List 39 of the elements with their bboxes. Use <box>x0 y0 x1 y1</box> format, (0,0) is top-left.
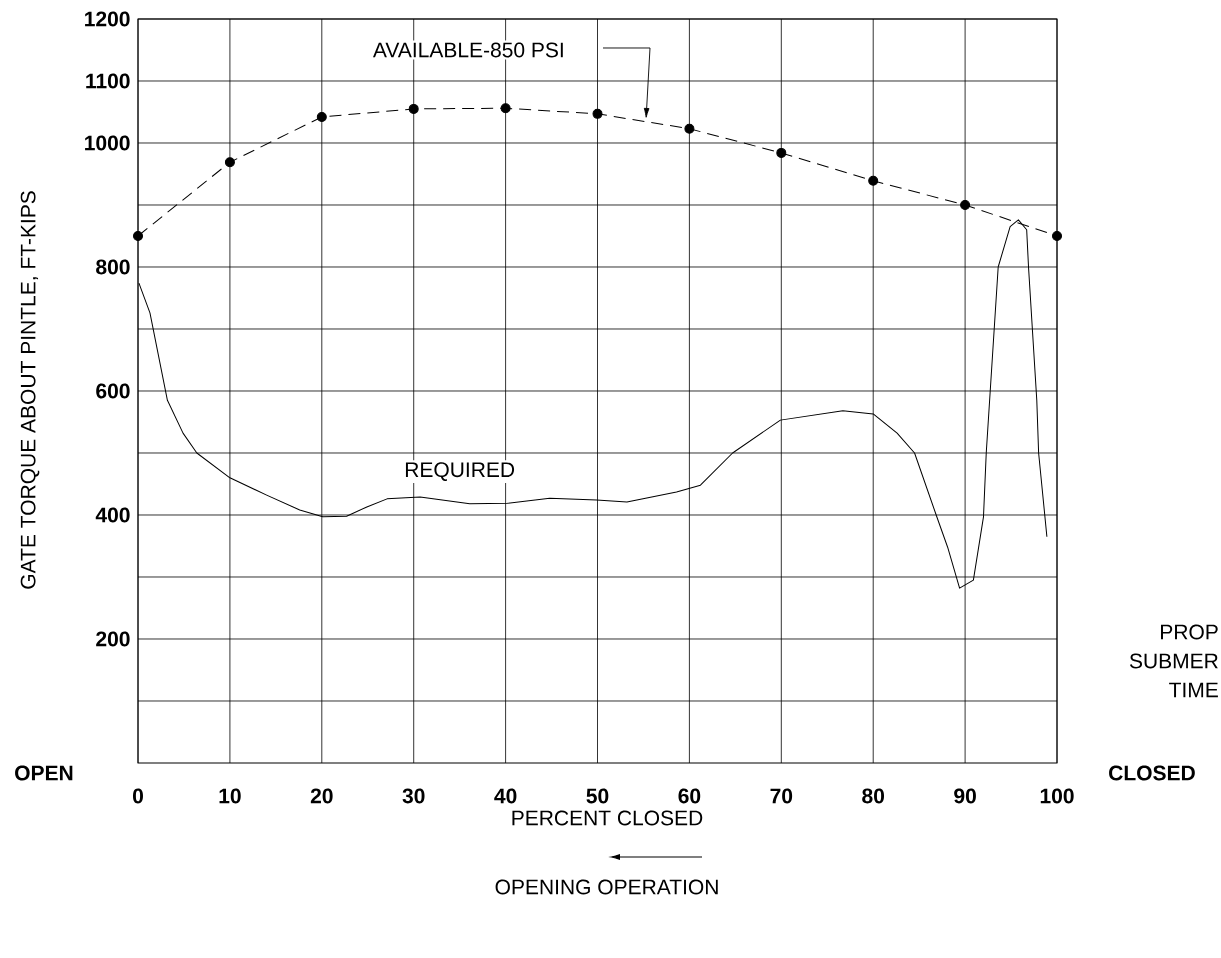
point <box>224 157 235 168</box>
text: OPEN <box>15 765 73 781</box>
point <box>684 123 695 134</box>
point <box>1052 230 1062 241</box>
y-tick-label: 1000 <box>85 135 130 151</box>
y-tick-label: 600 <box>96 383 130 399</box>
y-tick-label: 1100 <box>86 73 130 89</box>
x-tick-label: 0 <box>133 788 143 804</box>
text: AVAILABLE-850 PSI <box>372 42 563 58</box>
x-tick-label: 30 <box>402 788 425 804</box>
x-tick-label: 50 <box>586 788 609 804</box>
point <box>316 111 327 122</box>
point <box>776 147 787 158</box>
x-tick-label: 20 <box>310 788 333 804</box>
series-label: REQUIRED <box>405 462 515 481</box>
text: SUBMER <box>1129 653 1218 669</box>
text: OPENING OPERATION <box>495 879 718 895</box>
x-tick-label: 80 <box>862 788 885 804</box>
point <box>408 103 419 114</box>
point <box>868 175 879 186</box>
point <box>592 108 603 119</box>
point <box>133 230 144 241</box>
y-tick-label: 1200 <box>85 11 130 27</box>
text: PROP <box>1161 624 1218 640</box>
point <box>500 103 511 114</box>
x-tick-label: 100 <box>1040 788 1074 804</box>
point <box>960 199 971 210</box>
y-tick-label: 800 <box>96 259 130 275</box>
x-axis-title: PERCENT CLOSED <box>512 810 703 826</box>
x-tick-label: 10 <box>219 788 241 804</box>
x-tick-label: 90 <box>954 788 976 804</box>
x-tick-label: 70 <box>770 788 793 804</box>
text: CLOSED <box>1109 765 1195 781</box>
y-tick-label: 400 <box>95 507 130 523</box>
x-tick-label: 40 <box>494 788 517 804</box>
y-axis-title: GATE TORQUE ABOUT PINTLE, FT-KIPS <box>20 191 40 589</box>
x-tick-label: 60 <box>678 788 701 804</box>
text: TIME <box>1169 682 1218 698</box>
y-tick-label: 200 <box>96 631 130 647</box>
